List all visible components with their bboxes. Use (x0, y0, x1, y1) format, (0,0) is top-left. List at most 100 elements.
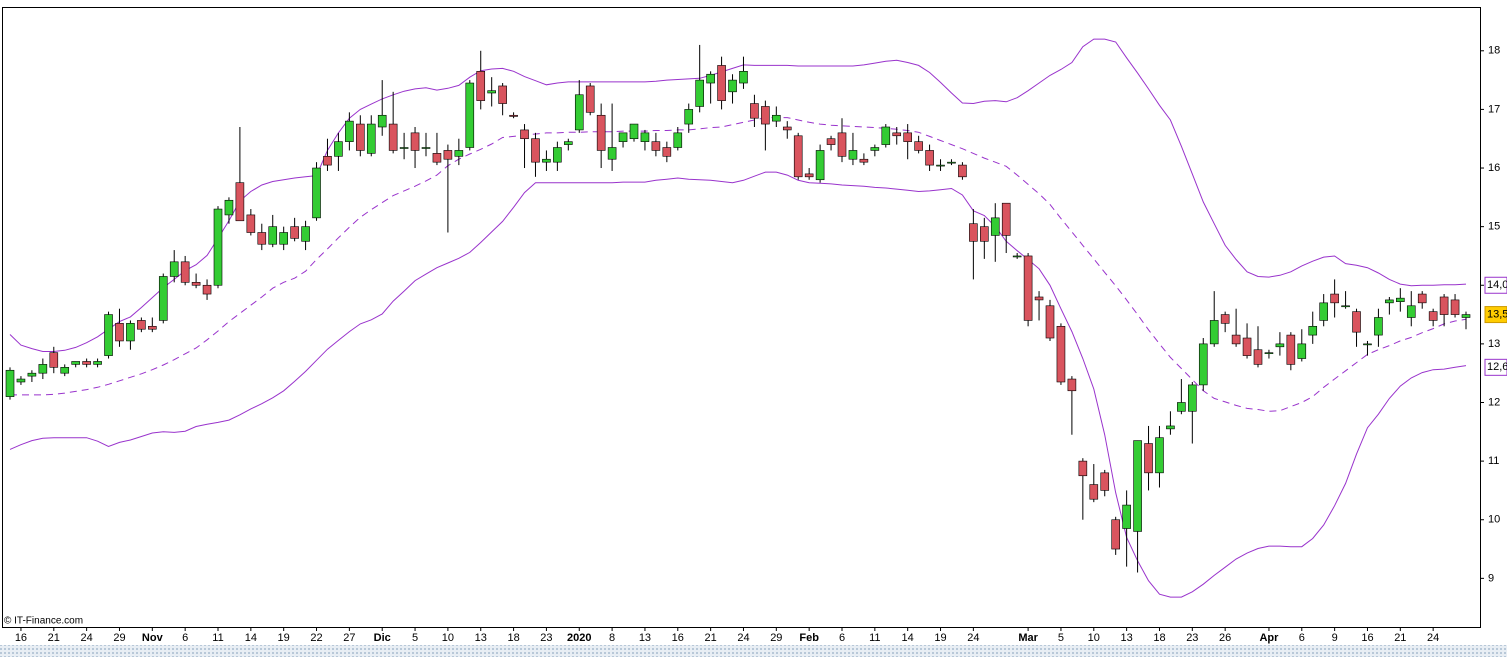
price-tag-label: 14,0 (1487, 279, 1507, 291)
candle-body (728, 79, 737, 93)
x-tick-label: 22 (310, 632, 322, 644)
candle-body (848, 150, 858, 160)
y-tick-label: 17 (1488, 103, 1500, 115)
candle-body (585, 85, 595, 113)
x-tick-label: Feb (799, 632, 819, 644)
candle-body (1034, 296, 1044, 301)
y-tick-label: 15 (1488, 221, 1500, 233)
x-tick-label: 16 (672, 632, 684, 644)
candle-body (684, 109, 694, 125)
x-tick-label: Mar (1018, 632, 1038, 644)
x-tick-label: 24 (737, 632, 749, 644)
x-tick-label: 21 (705, 632, 717, 644)
candle-body (793, 135, 803, 178)
candle-body (969, 223, 978, 242)
x-tick-label: 18 (1153, 632, 1165, 644)
candle-body (717, 65, 726, 101)
candle-body (213, 208, 223, 286)
candle-body (476, 71, 486, 101)
x-tick-label: 13 (639, 632, 651, 644)
x-tick-label: Apr (1259, 632, 1279, 644)
price-tag-label: 13,5 (1487, 308, 1507, 320)
x-tick-label: 24 (1427, 632, 1439, 644)
candle-body (1385, 299, 1394, 304)
scroll-strip[interactable] (0, 645, 1507, 657)
candle-body (126, 323, 135, 342)
candle-body (1352, 311, 1361, 333)
candle-body (914, 141, 923, 151)
candle-body (1001, 202, 1011, 236)
candle-body (1319, 302, 1328, 321)
bollinger-lower (9, 171, 1467, 598)
candle-body (1286, 334, 1296, 365)
candle-body (16, 378, 26, 383)
candle-body (191, 282, 201, 286)
candle-body (1133, 440, 1142, 532)
candle-body (936, 164, 945, 167)
candle-body (1045, 305, 1055, 339)
candle-body (980, 226, 989, 242)
candle-body (498, 85, 507, 104)
candle-body (1220, 314, 1230, 324)
x-tick-label: 5 (412, 632, 418, 644)
x-tick-label: 9 (1332, 632, 1338, 644)
candle-body (574, 94, 584, 131)
candle-body (1428, 311, 1438, 321)
candle-body (82, 361, 91, 365)
y-tick-label: 13 (1488, 338, 1500, 350)
candle-body (750, 103, 759, 119)
candle-body (1253, 349, 1263, 365)
candle-body (1439, 296, 1449, 315)
candle-body (38, 364, 48, 374)
candle-body (312, 167, 321, 219)
x-tick-label: 11 (869, 632, 880, 644)
candle-body (1341, 305, 1350, 308)
plot-frame (2, 7, 1481, 628)
x-tick-label: 14 (245, 632, 257, 644)
y-tick-label: 16 (1488, 162, 1500, 174)
candle-body (1396, 297, 1405, 302)
candle-body (1122, 504, 1131, 529)
candle-body (640, 132, 650, 142)
x-tick-label: 14 (902, 632, 914, 644)
candle-body (629, 123, 639, 140)
candle-body (487, 90, 496, 94)
candle-body (301, 226, 310, 242)
candle-body (1056, 325, 1066, 383)
candle-body (1297, 343, 1307, 359)
candle-body (432, 153, 442, 163)
candle-body (1188, 384, 1197, 412)
candle-body (958, 164, 967, 178)
candle-body (454, 150, 464, 157)
candle-body (93, 361, 102, 365)
x-tick-label: 8 (609, 632, 615, 644)
candle-body (1012, 255, 1022, 258)
candle-body (1450, 299, 1460, 315)
candle-body (1308, 325, 1318, 336)
x-tick-label: 16 (15, 632, 27, 644)
candle-body (1198, 343, 1208, 386)
candle-body (1166, 425, 1175, 430)
candle-body (246, 214, 256, 233)
candle-body (607, 147, 617, 160)
bollinger-upper (9, 38, 1467, 352)
x-tick-label: 5 (1058, 632, 1064, 644)
x-tick-label: 18 (507, 632, 519, 644)
candle-body (782, 126, 792, 131)
candle-body (947, 161, 956, 164)
candle-body (673, 132, 683, 148)
candle-body (410, 132, 420, 151)
x-tick-label: Nov (142, 632, 164, 644)
x-tick-label: 16 (1361, 632, 1373, 644)
y-tick-label: 9 (1488, 572, 1494, 584)
candle-body (290, 226, 299, 239)
x-tick-label: 21 (1394, 632, 1406, 644)
candle-body (49, 352, 59, 368)
candle-body (1363, 343, 1372, 346)
candle-body (1067, 378, 1077, 392)
candle-body (1374, 317, 1383, 336)
x-tick-label: 29 (113, 632, 125, 644)
candle-body (5, 369, 15, 397)
